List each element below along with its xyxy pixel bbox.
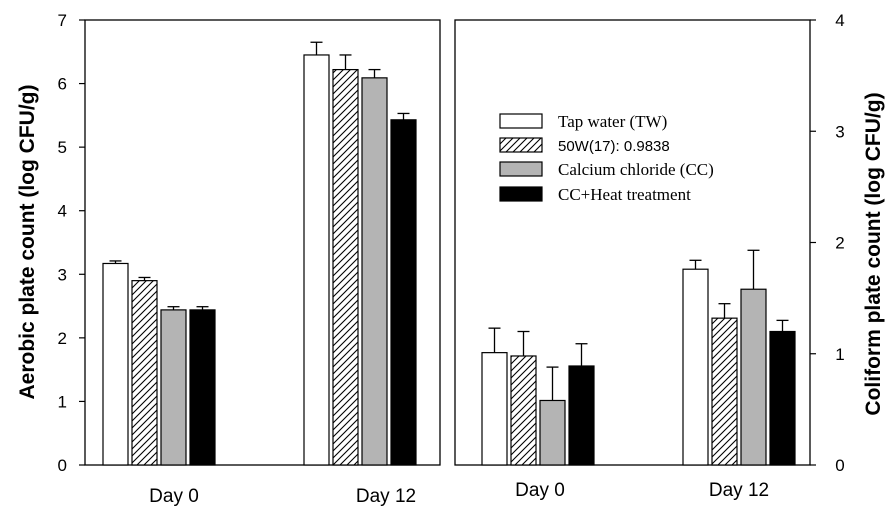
left-bar-cc-heat-treatment-day-12 (391, 120, 416, 465)
legend-label-cc-heat: CC+Heat treatment (558, 185, 691, 204)
legend-label-50w: 50W(17): 0.9838 (558, 138, 670, 155)
left-y-tick-label: 4 (58, 202, 67, 221)
right-bar-tap-water-tw-day-12 (683, 269, 708, 465)
legend-swatch-calcium-chloride (500, 162, 542, 176)
right-category-label: Day 0 (515, 480, 565, 501)
left-y-tick-label: 5 (58, 138, 67, 157)
left-bar-50w-17-0-9838-day-0 (132, 281, 157, 465)
left-y-tick-label: 2 (58, 329, 67, 348)
legend-swatch-cc-heat (500, 187, 542, 201)
right-bar-50w-17-0-9838-day-12 (712, 318, 737, 465)
legend-swatch-tap-water (500, 114, 542, 128)
left-y-tick-label: 7 (58, 11, 67, 30)
left-bar-calcium-chloride-cc-day-12 (362, 78, 387, 465)
right-y-tick-label: 1 (835, 345, 844, 364)
right-y-tick-label: 0 (835, 456, 844, 475)
left-bar-cc-heat-treatment-day-0 (190, 310, 215, 465)
left-bar-tap-water-tw-day-0 (103, 263, 128, 465)
right-bar-cc-heat-treatment-day-12 (770, 332, 795, 466)
left-bar-tap-water-tw-day-12 (304, 55, 329, 465)
right-y-tick-label: 3 (835, 122, 844, 141)
left-y-tick-label: 3 (58, 265, 67, 284)
left-y-ticks: 0 1 2 3 4 5 6 7 (58, 11, 85, 475)
right-y-tick-label: 4 (835, 11, 844, 30)
right-bar-cc-heat-treatment-day-0 (569, 366, 594, 465)
left-category-labels: Day 0 Day 12 (149, 486, 416, 507)
legend-swatch-50w (500, 138, 542, 152)
right-category-label: Day 12 (709, 480, 769, 501)
right-bars (482, 250, 795, 465)
left-y-tick-label: 1 (58, 392, 67, 411)
right-y-ticks: 0 1 2 3 4 (810, 11, 845, 475)
left-panel: 0 1 2 3 4 5 6 7 Day 0 Day 12 Aerobic plate count… (16, 11, 440, 507)
legend: Tap water (TW) 50W(17): 0.9838 Calcium c… (500, 112, 714, 204)
right-bar-calcium-chloride-cc-day-12 (741, 289, 766, 465)
left-bar-calcium-chloride-cc-day-0 (161, 310, 186, 465)
right-bar-50w-17-0-9838-day-0 (511, 356, 536, 465)
left-y-tick-label: 0 (58, 456, 67, 475)
right-category-labels: Day 0 Day 12 (515, 480, 769, 501)
left-bar-50w-17-0-9838-day-12 (333, 70, 358, 465)
left-category-label: Day 12 (356, 486, 416, 507)
legend-label-tap-water: Tap water (TW) (558, 112, 667, 131)
right-y-axis-title: Coliform plate count (log CFU/g) (862, 92, 885, 415)
left-bars (103, 42, 416, 465)
left-y-tick-label: 6 (58, 75, 67, 94)
legend-label-calcium-chloride: Calcium chloride (CC) (558, 160, 714, 179)
right-panel: 0 1 2 3 4 Day 0 Day 12 Coliform plate count (… (455, 11, 885, 501)
left-category-label: Day 0 (149, 486, 199, 507)
right-bar-calcium-chloride-cc-day-0 (540, 400, 565, 465)
right-y-tick-label: 2 (835, 234, 844, 253)
right-bar-tap-water-tw-day-0 (482, 353, 507, 465)
left-y-axis-title: Aerobic plate count (log CFU/g) (16, 85, 39, 400)
